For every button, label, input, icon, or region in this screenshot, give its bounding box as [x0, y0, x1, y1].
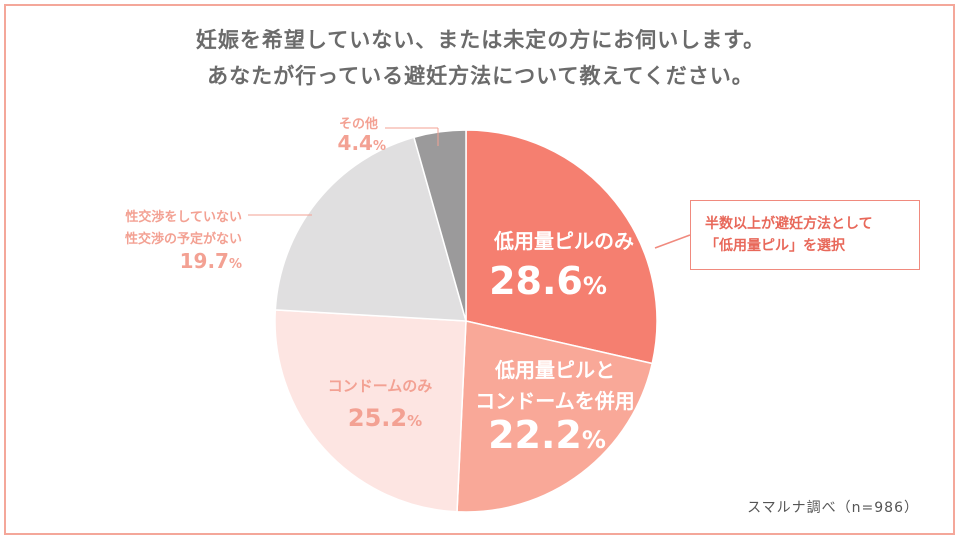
- combined-label-line1: 低用量ピルと: [494, 358, 615, 382]
- chart-title-line1: 妊娠を希望していない、または未定の方にお伺いします。: [195, 28, 766, 52]
- no-sex-label-line1: 性交渉をしていない: [125, 209, 242, 225]
- combined-value: 22.2%: [488, 413, 606, 457]
- pie-slice-2: [274, 309, 467, 513]
- condom-only-value: 25.2%: [348, 404, 422, 432]
- source-note: スマルナ調べ（n=986）: [747, 500, 919, 516]
- chart-title-line2: あなたが行っている避妊方法について教えてください。: [207, 64, 754, 88]
- combined-label-line2: コンドームを併用: [475, 389, 634, 413]
- pie-slice-1: [456, 320, 654, 513]
- pie-slice-3: [274, 136, 468, 322]
- pill-only-label: 低用量ピルのみ: [493, 229, 634, 253]
- other-value: 4.4%: [338, 131, 386, 155]
- other-label: その他: [339, 116, 378, 132]
- pie-slice-0: [465, 129, 658, 365]
- leader-line-callout: [654, 234, 691, 249]
- chart-frame: [4, 4, 955, 535]
- no-sex-value: 19.7%: [180, 249, 242, 273]
- callout-box: 半数以上が避妊方法として 「低用量ピル」を選択: [690, 200, 920, 270]
- pill-only-value: 28.6%: [489, 259, 607, 303]
- callout-line2: 「低用量ピル」を選択: [705, 238, 845, 254]
- condom-only-label: コンドームのみ: [328, 377, 433, 395]
- pie-slice-4: [412, 129, 467, 322]
- callout-line1: 半数以上が避妊方法として: [705, 216, 873, 232]
- no-sex-label-line2: 性交渉の予定がない: [125, 231, 242, 247]
